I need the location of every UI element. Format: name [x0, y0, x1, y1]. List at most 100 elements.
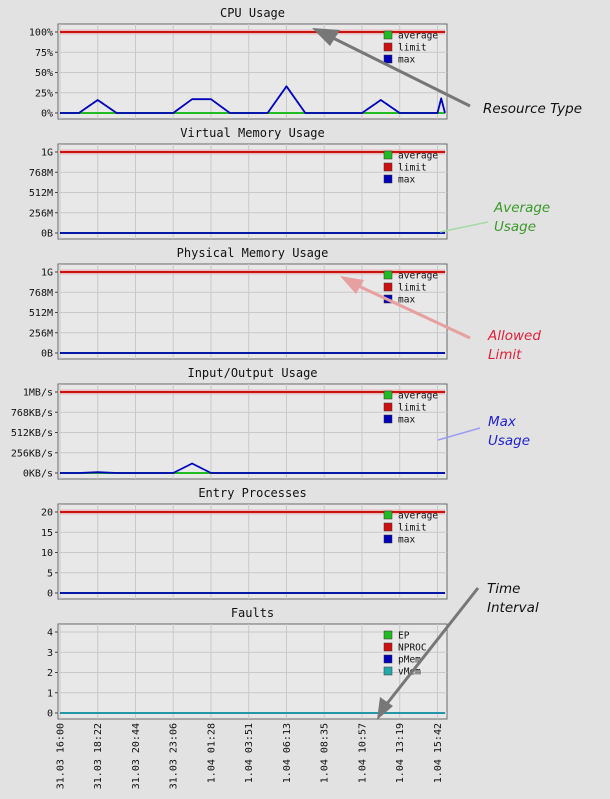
data-point-limit	[78, 152, 79, 153]
data-point-max	[248, 593, 249, 594]
data-point-max	[286, 593, 287, 594]
data-point-max	[445, 113, 446, 114]
data-point-max	[399, 353, 400, 354]
legend-swatch	[383, 630, 393, 640]
data-point-limit	[135, 32, 136, 33]
resource-type-arrowhead	[312, 28, 340, 46]
legend-label: max	[398, 415, 415, 426]
data-point-limit	[60, 512, 61, 513]
data-point-max	[248, 473, 249, 474]
data-point-limit	[173, 32, 174, 33]
data-point-limit	[78, 272, 79, 273]
data-point-max	[305, 593, 306, 594]
data-point-limit	[445, 32, 446, 33]
data-point-max	[248, 353, 249, 354]
data-point-limit	[192, 272, 193, 273]
data-point-max	[173, 113, 174, 114]
data-point-max	[135, 353, 136, 354]
data-point-max	[418, 113, 419, 114]
data-point-max	[116, 353, 117, 354]
data-point-limit	[210, 272, 211, 273]
data-point-max	[267, 593, 268, 594]
legend-label: limit	[398, 283, 427, 294]
data-point-max	[324, 233, 325, 234]
data-point-max	[441, 473, 442, 474]
y-tick-label: 100%	[29, 28, 53, 39]
chart-2: Physical Memory Usage 1G 768M 512M 256M 0B ave…	[29, 246, 448, 360]
legend-label: max	[398, 175, 415, 186]
data-point-max	[437, 353, 438, 354]
data-point-max	[60, 353, 61, 354]
legend-label: average	[398, 271, 438, 282]
data-point-max	[380, 100, 381, 101]
x-tick-label: 31.03 20:44	[131, 723, 142, 789]
plot-area	[57, 503, 448, 600]
data-point-limit	[286, 392, 287, 393]
legend-swatch	[383, 150, 393, 160]
legend-label: limit	[398, 43, 427, 54]
legend-label: limit	[398, 403, 427, 414]
legend-label: max	[398, 535, 415, 546]
data-point-max	[116, 233, 117, 234]
data-point-max	[286, 86, 287, 87]
data-point-max	[324, 353, 325, 354]
legend-swatch	[383, 642, 393, 652]
data-point-vmem	[60, 713, 61, 714]
legend-label: limit	[398, 163, 427, 174]
x-tick-label: 31.03 23:06	[169, 723, 180, 789]
data-point-max	[437, 233, 438, 234]
data-point-max	[324, 473, 325, 474]
data-point-max	[380, 473, 381, 474]
data-point-max	[267, 233, 268, 234]
data-point-limit	[60, 152, 61, 153]
data-point-limit	[441, 392, 442, 393]
data-point-max	[361, 593, 362, 594]
data-point-limit	[248, 272, 249, 273]
legend-label: average	[398, 391, 438, 402]
data-point-limit	[60, 272, 61, 273]
chart-title: Faults	[231, 606, 274, 620]
legend-swatch	[383, 42, 393, 52]
data-point-max	[60, 473, 61, 474]
data-point-limit	[116, 392, 117, 393]
y-tick-label: 0B	[41, 229, 53, 240]
data-point-max	[229, 473, 230, 474]
data-point-max	[343, 473, 344, 474]
resource-type-note: Resource Type	[483, 101, 582, 117]
y-tick-label: 25%	[35, 88, 53, 99]
data-point-max	[60, 113, 61, 114]
data-point-limit	[305, 392, 306, 393]
legend-swatch	[383, 162, 393, 172]
data-point-limit	[154, 392, 155, 393]
data-point-limit	[135, 152, 136, 153]
legend-swatch	[383, 534, 393, 544]
data-point-limit	[343, 512, 344, 513]
data-point-limit	[324, 272, 325, 273]
y-tick-label: 0KB/s	[23, 469, 53, 480]
y-tick-label: 75%	[35, 48, 53, 59]
data-point-max	[229, 113, 230, 114]
data-point-limit	[248, 392, 249, 393]
data-point-max	[429, 473, 430, 474]
legend-label: pMem	[398, 655, 421, 666]
data-point-limit	[116, 272, 117, 273]
time-interval-note-2: Interval	[487, 600, 539, 616]
data-point-max	[445, 353, 446, 354]
legend-label: EP	[398, 631, 410, 642]
data-point-max	[154, 593, 155, 594]
data-point-limit	[154, 152, 155, 153]
y-tick-label: 20	[41, 508, 53, 519]
legend-swatch	[383, 402, 393, 412]
y-tick-label: 1MB/s	[23, 388, 53, 399]
data-point-limit	[267, 272, 268, 273]
legend-label: average	[398, 31, 438, 42]
y-tick-label: 512M	[29, 308, 53, 319]
data-point-limit	[305, 32, 306, 33]
data-point-limit	[135, 392, 136, 393]
data-point-max	[435, 473, 436, 474]
data-point-max	[78, 593, 79, 594]
data-point-max	[418, 233, 419, 234]
plot-area	[57, 383, 448, 480]
data-point-max	[324, 113, 325, 114]
